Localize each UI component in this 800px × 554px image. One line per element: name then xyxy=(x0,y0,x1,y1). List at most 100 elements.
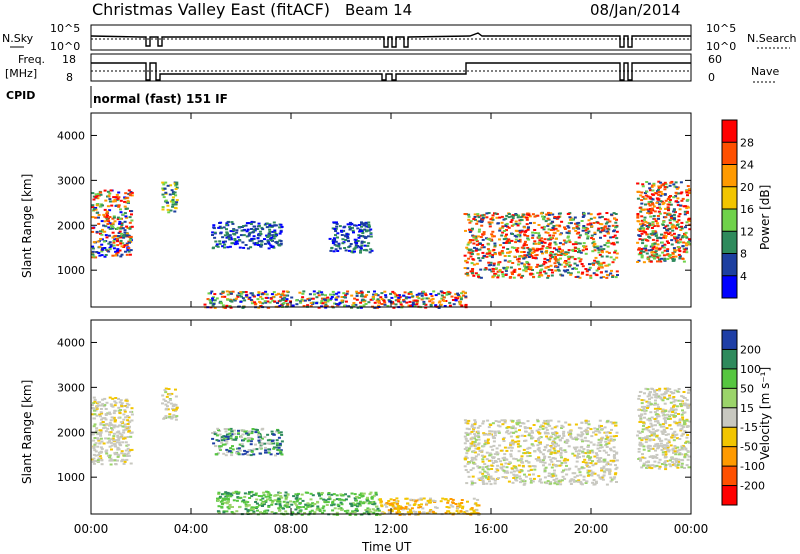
echo-cell xyxy=(226,494,229,497)
echo-cell xyxy=(581,440,584,443)
echo-cell xyxy=(481,217,485,220)
echo-cell xyxy=(498,444,502,447)
echo-cell xyxy=(482,483,486,485)
echo-cell xyxy=(531,480,535,483)
echo-cell xyxy=(266,241,270,244)
echo-cell xyxy=(511,262,515,264)
echo-cell xyxy=(394,303,398,306)
echo-cell xyxy=(278,304,282,307)
echo-cell xyxy=(655,239,659,242)
echo-cell xyxy=(238,239,241,241)
echo-cell xyxy=(502,246,505,249)
echo-cell xyxy=(502,238,506,241)
echo-cell xyxy=(320,291,324,294)
echo-cell xyxy=(363,295,367,298)
echo-cell xyxy=(486,464,490,467)
echo-cell xyxy=(650,244,654,247)
echo-cell xyxy=(354,244,358,247)
echo-cell xyxy=(539,436,543,439)
echo-cell xyxy=(217,512,221,515)
echo-cell xyxy=(522,452,526,455)
echo-cell xyxy=(362,492,366,495)
echo-cell xyxy=(671,253,675,256)
echo-cell xyxy=(614,468,618,471)
echo-cell xyxy=(165,395,169,398)
echo-cell xyxy=(586,227,590,230)
echo-cell xyxy=(656,237,660,240)
echo-cell xyxy=(509,443,513,446)
echo-cell xyxy=(102,240,106,243)
echo-cell xyxy=(676,204,680,207)
echo-cell xyxy=(528,452,532,454)
echo-cell xyxy=(108,227,112,230)
echo-cell xyxy=(549,445,553,447)
echo-cell xyxy=(168,415,172,418)
echo-cell xyxy=(104,437,108,440)
echo-cell xyxy=(569,483,573,485)
echo-cell xyxy=(555,432,559,435)
echo-cell xyxy=(669,444,673,447)
echo-cell xyxy=(648,208,652,210)
echo-cell xyxy=(519,477,522,480)
echo-cell xyxy=(596,459,600,462)
echo-cell xyxy=(579,435,583,438)
echo-cell xyxy=(531,251,534,254)
echo-cell xyxy=(479,268,483,271)
echo-cell xyxy=(687,217,691,220)
echo-cell xyxy=(648,255,652,258)
echo-cell xyxy=(172,409,175,412)
echo-cell xyxy=(279,450,283,453)
echo-cell xyxy=(669,456,673,459)
echo-cell xyxy=(539,274,543,276)
echo-cell xyxy=(477,438,481,441)
echo-cell xyxy=(463,457,467,460)
echo-cell xyxy=(170,417,174,420)
echo-cell xyxy=(566,225,570,228)
echo-cell xyxy=(271,296,275,299)
echo-cell xyxy=(599,460,603,463)
echo-cell xyxy=(660,193,664,195)
echo-cell xyxy=(92,439,96,442)
echo-cell xyxy=(97,194,101,197)
echo-cell xyxy=(537,431,541,434)
echo-cell xyxy=(503,471,507,474)
echo-cell xyxy=(652,184,656,187)
echo-cell xyxy=(470,458,474,461)
echo-cell xyxy=(532,242,536,245)
echo-cell xyxy=(224,435,228,438)
echo-cell xyxy=(599,446,602,449)
echo-cell xyxy=(308,503,312,506)
echo-cell xyxy=(304,503,308,506)
echo-cell xyxy=(496,469,500,472)
echo-cell xyxy=(672,451,675,454)
echo-cell xyxy=(686,440,690,443)
echo-cell xyxy=(340,508,344,511)
echo-cell xyxy=(505,266,509,269)
echo-cell xyxy=(571,243,575,246)
echo-cell xyxy=(225,228,228,231)
echo-cell xyxy=(470,272,474,274)
echo-cell xyxy=(109,441,113,444)
echo-cell xyxy=(472,263,476,266)
echo-cell xyxy=(682,404,686,407)
echo-cell xyxy=(259,511,262,514)
echo-cell xyxy=(463,419,467,422)
echo-cell xyxy=(554,480,558,483)
echo-cell xyxy=(108,216,112,218)
echo-cell xyxy=(561,274,565,277)
echo-cell xyxy=(664,236,667,239)
echo-cell xyxy=(610,269,613,272)
echo-cell xyxy=(363,501,367,504)
echo-cell xyxy=(474,435,477,438)
echo-cell xyxy=(598,216,602,219)
echo-cell xyxy=(476,273,480,276)
echo-cell xyxy=(600,446,604,449)
echo-cell xyxy=(93,423,97,426)
echo-cell xyxy=(615,225,619,228)
echo-cell xyxy=(222,437,226,440)
echo-cell xyxy=(218,497,222,499)
echo-cell xyxy=(593,231,597,234)
echo-cell xyxy=(236,236,240,239)
echo-cell xyxy=(344,249,348,252)
echo-cell xyxy=(114,250,118,253)
